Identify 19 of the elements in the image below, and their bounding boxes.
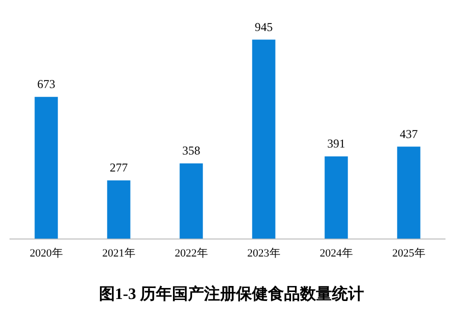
x-tick-label: 2022年 (174, 247, 208, 260)
x-tick-label: 2020年 (30, 247, 63, 260)
bar (252, 40, 276, 239)
x-tick-label: 2025年 (392, 247, 426, 260)
text: 图1-3 历年国产注册保健食品数量统计 (98, 284, 366, 305)
data-label: 673 (37, 77, 56, 92)
bar (324, 156, 348, 239)
data-label: 358 (182, 143, 200, 158)
x-tick-label: 2024年 (320, 247, 353, 260)
bar (180, 163, 203, 239)
x-tick-label: 2023年 (247, 247, 280, 260)
data-label: 945 (254, 20, 273, 34)
data-label: 437 (400, 126, 418, 141)
bar (107, 180, 130, 239)
data-label: 391 (327, 136, 346, 151)
x-tick-label: 2021年 (102, 247, 136, 260)
bar (34, 96, 58, 239)
bar (397, 146, 420, 239)
data-label: 277 (110, 160, 128, 175)
